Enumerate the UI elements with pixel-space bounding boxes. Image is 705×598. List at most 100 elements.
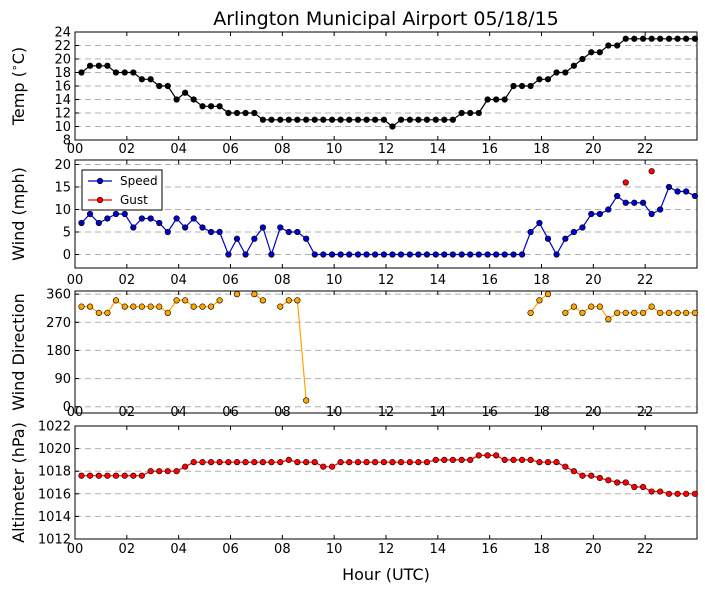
x-tick-label: 02 xyxy=(119,142,136,157)
x-tick-label: 12 xyxy=(378,542,395,557)
data-point xyxy=(354,116,362,123)
data-point xyxy=(432,251,439,258)
data-point xyxy=(449,251,456,258)
x-tick-label: 08 xyxy=(274,142,291,157)
y-tick-label: 270 xyxy=(46,316,71,331)
data-point xyxy=(78,219,85,227)
x-tick-label: 08 xyxy=(274,542,291,557)
data-point xyxy=(596,474,603,482)
data-point xyxy=(683,188,690,195)
x-tick-label: 10 xyxy=(326,142,343,157)
data-point xyxy=(138,303,145,310)
series-line xyxy=(81,454,695,495)
data-point xyxy=(449,456,456,464)
data-point xyxy=(622,309,629,316)
data-point xyxy=(233,459,241,466)
series-dir-0 xyxy=(78,291,699,404)
x-tick-label: 22 xyxy=(637,542,654,557)
data-point xyxy=(380,116,388,123)
y-axis-label: Wind Direction xyxy=(9,293,28,411)
data-point xyxy=(614,192,621,200)
data-point xyxy=(415,251,422,258)
data-point xyxy=(173,468,180,475)
x-tick-label: 18 xyxy=(533,142,550,157)
y-tick-label: 8 xyxy=(63,134,71,149)
data-point xyxy=(233,109,241,117)
data-point xyxy=(588,303,595,310)
x-tick-label: 06 xyxy=(222,142,239,157)
data-point xyxy=(277,224,284,231)
y-tick-label: 90 xyxy=(54,372,71,387)
series-line xyxy=(279,299,307,401)
data-point xyxy=(380,251,388,258)
x-tick-label: 06 xyxy=(222,273,239,288)
data-point xyxy=(380,459,388,466)
data-point xyxy=(639,35,647,42)
data-point xyxy=(657,488,664,495)
data-point xyxy=(691,490,699,497)
legend: Speed Gust xyxy=(81,169,163,211)
data-point xyxy=(121,69,128,76)
data-point xyxy=(147,303,154,310)
data-point xyxy=(518,456,526,464)
data-point xyxy=(251,109,258,117)
data-point xyxy=(346,116,353,123)
data-point xyxy=(596,303,603,310)
data-point xyxy=(579,309,586,316)
data-point xyxy=(631,199,638,206)
data-point xyxy=(303,235,310,242)
y-tick-label: 22 xyxy=(54,39,71,54)
data-point xyxy=(372,251,379,258)
data-point xyxy=(570,228,577,236)
data-point xyxy=(562,69,569,76)
x-tick-label: 12 xyxy=(378,273,395,288)
data-point xyxy=(579,224,586,231)
data-point xyxy=(78,472,85,479)
data-point xyxy=(614,479,621,486)
series-wind-0 xyxy=(78,183,699,258)
data-point xyxy=(475,109,482,117)
data-point xyxy=(173,297,180,304)
data-point xyxy=(467,109,474,117)
data-point xyxy=(406,459,413,466)
data-point xyxy=(138,215,145,222)
data-point xyxy=(683,309,690,316)
y-tick-label: 16 xyxy=(54,80,71,95)
chart-title: Arlington Municipal Airport 05/18/15 xyxy=(213,8,559,30)
data-point xyxy=(294,116,301,123)
data-point xyxy=(614,42,621,49)
data-point xyxy=(389,251,396,258)
data-point xyxy=(570,468,577,475)
data-point xyxy=(78,303,85,310)
y-tick-label: 1012 xyxy=(38,533,71,548)
data-point xyxy=(199,103,206,110)
data-point xyxy=(285,116,292,123)
plot-frame xyxy=(74,290,698,414)
data-point xyxy=(397,251,405,258)
data-point xyxy=(665,490,673,497)
data-point xyxy=(639,309,647,316)
legend-box xyxy=(81,169,163,211)
data-point xyxy=(553,69,560,76)
data-point xyxy=(259,459,266,466)
data-point xyxy=(588,49,595,56)
data-point xyxy=(372,116,379,123)
data-point xyxy=(320,116,327,123)
data-point xyxy=(259,297,266,304)
data-point xyxy=(397,459,405,466)
x-tick-label: 14 xyxy=(430,273,447,288)
data-point xyxy=(467,251,474,258)
data-point xyxy=(182,297,189,304)
data-point xyxy=(441,251,448,258)
data-point xyxy=(173,96,180,103)
data-point xyxy=(527,456,534,464)
data-point xyxy=(233,291,241,298)
data-point xyxy=(207,228,215,236)
data-point xyxy=(285,228,292,236)
data-point xyxy=(665,309,673,316)
x-tick-label: 04 xyxy=(170,542,187,557)
data-point xyxy=(441,456,448,464)
data-point xyxy=(631,309,638,316)
data-point xyxy=(648,488,655,495)
